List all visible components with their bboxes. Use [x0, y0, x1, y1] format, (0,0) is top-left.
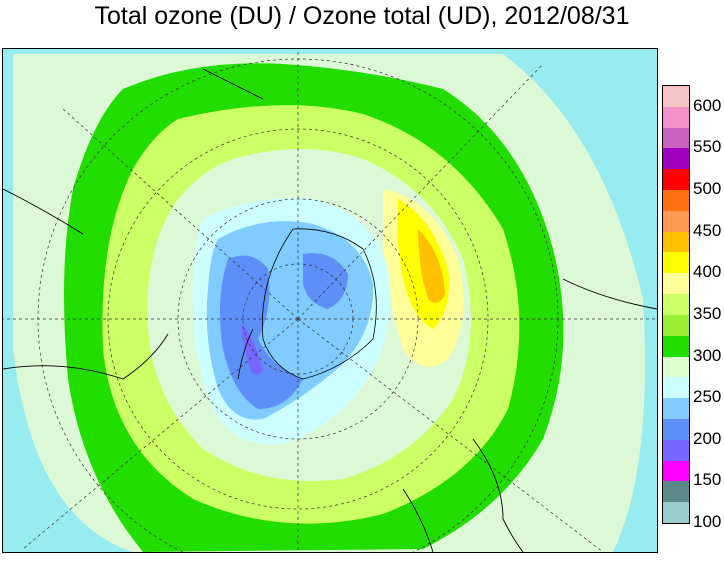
color-scale-bar [662, 85, 690, 524]
color-scale-swatch [663, 356, 689, 378]
scale-label-250: 250 [693, 387, 722, 407]
scale-label-500: 500 [693, 179, 722, 199]
scale-label-400: 400 [693, 262, 722, 282]
scale-label-200: 200 [693, 428, 722, 448]
scale-label-300: 300 [693, 345, 722, 365]
color-scale-swatch [663, 335, 689, 357]
map-title: Total ozone (DU) / Ozone total (UD), 201… [94, 2, 630, 30]
scale-label-350: 350 [693, 303, 722, 323]
color-scale-swatch [663, 377, 689, 399]
ozone-map-canvas [3, 49, 657, 552]
color-scale-swatch [663, 210, 689, 233]
color-scale-swatch [663, 106, 689, 129]
color-scale-swatch [663, 502, 689, 524]
color-scale-swatch [663, 418, 689, 441]
color-scale-swatch [663, 190, 689, 212]
scale-label-600: 600 [693, 95, 722, 115]
color-scale-swatch [663, 398, 689, 420]
color-scale-swatch [663, 148, 689, 170]
color-scale-swatch [663, 273, 689, 295]
color-scale-swatch [663, 231, 689, 253]
color-scale-swatch [663, 439, 689, 462]
color-scale-swatch [663, 460, 689, 482]
color-scale-swatch [663, 252, 689, 274]
scale-label-550: 550 [693, 137, 722, 157]
color-scale-swatch [663, 314, 689, 337]
scale-label-450: 450 [693, 220, 722, 240]
color-scale-swatch [663, 86, 689, 108]
ozone-map [2, 48, 658, 553]
color-scale-swatch [663, 127, 689, 149]
color-scale-swatch [663, 169, 689, 191]
color-scale-swatch [663, 481, 689, 503]
scale-label-100: 100 [693, 512, 722, 531]
color-scale-swatch [663, 294, 689, 316]
scale-label-150: 150 [693, 470, 722, 490]
